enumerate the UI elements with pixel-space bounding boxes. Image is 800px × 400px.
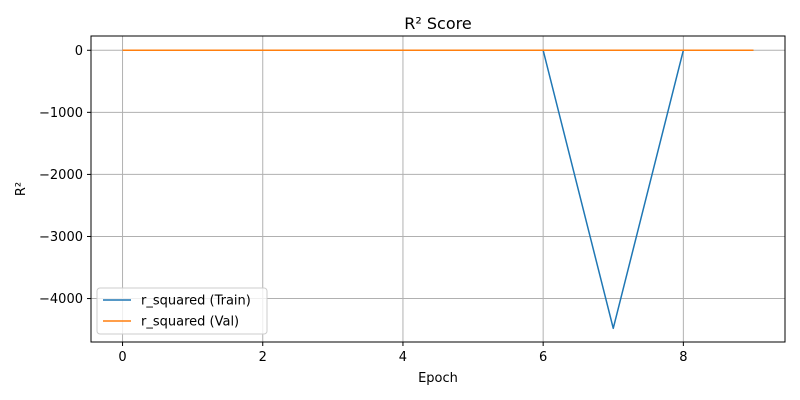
series-line-train [122,49,754,330]
x-axis-ticks: 0 2 4 6 8 [118,342,687,365]
legend-box [96,287,268,335]
legend-label: r_squared (Train) [141,294,251,309]
y-tick-label: −3000 [39,230,83,245]
x-tick-label: 2 [259,350,267,365]
y-axis-ticks: 0 −1000 −2000 −3000 −4000 [39,44,91,307]
x-tick-label: 6 [539,350,547,365]
y-tick-label: −2000 [39,168,83,183]
y-axis-label: R² [14,182,29,196]
y-tick-label: −4000 [39,292,83,307]
chart-title: R² Score [404,14,471,33]
y-tick-label: 0 [75,44,83,59]
x-tick-label: 8 [679,350,687,365]
y-tick-label: −1000 [39,106,83,121]
x-axis-label: Epoch [418,371,458,386]
x-tick-label: 4 [399,350,407,365]
legend: r_squared (Train) r_squared (Val) [96,287,268,335]
plot-frame [90,35,786,343]
data-series [122,49,754,330]
x-tick-label: 0 [118,350,126,365]
legend-label: r_squared (Val) [141,315,239,330]
